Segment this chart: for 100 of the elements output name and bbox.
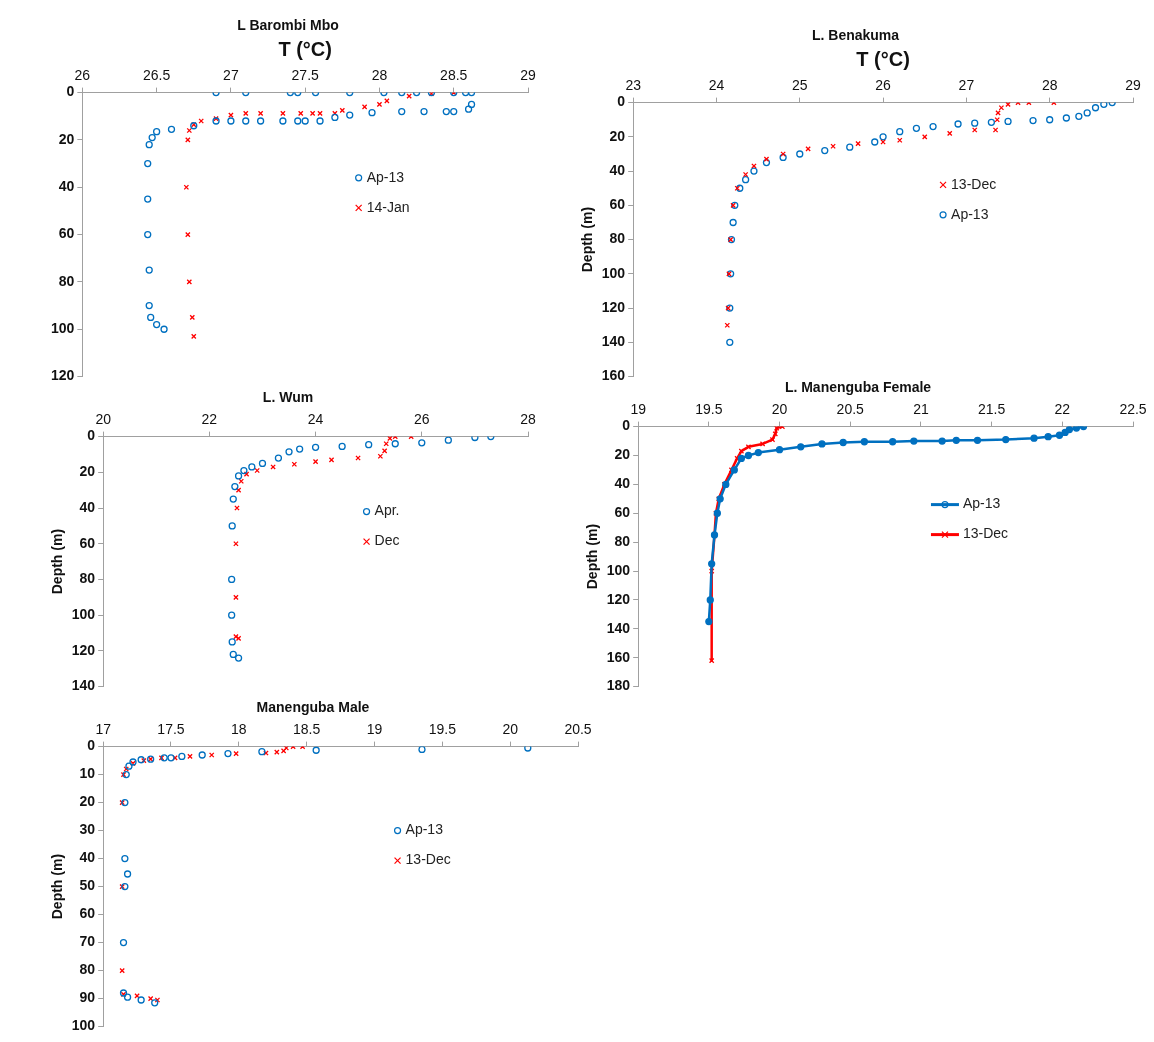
y-tick-label: 80 — [609, 230, 626, 247]
x-tick-label: 29 — [1125, 77, 1141, 94]
y-tick-label: 90 — [79, 989, 96, 1006]
x-tick-label: 18 — [231, 721, 247, 738]
x-tick-label: 20 — [771, 401, 788, 418]
chart-title: L. Manenguba Female — [784, 379, 932, 396]
x-tick-label: 29 — [520, 67, 536, 84]
y-tick-label: 60 — [58, 225, 75, 242]
x-tick-label: 24 — [708, 77, 725, 94]
x-tick-label: 25 — [791, 77, 808, 94]
y-tick-label: 40 — [58, 178, 75, 195]
legend-label: Ap-13 — [951, 205, 989, 222]
x-tick-label: 22 — [1054, 401, 1071, 418]
x-axis-title: T (°C) — [856, 48, 910, 71]
x-tick-label: 19 — [366, 721, 383, 738]
y-tick-label: 0 — [622, 417, 631, 434]
y-tick-label: 0 — [66, 83, 75, 100]
y-tick-label: 80 — [79, 570, 96, 587]
y-tick-label: 40 — [609, 161, 626, 178]
x-tick-label: 28 — [371, 67, 388, 84]
y-tick-label: 60 — [614, 504, 631, 521]
x-tick-label: 26 — [414, 411, 430, 428]
y-tick-label: 100 — [601, 264, 626, 281]
y-tick-label: 140 — [601, 333, 626, 350]
y-tick-label: 20 — [79, 793, 96, 810]
x-tick-label: 27.5 — [291, 67, 320, 84]
y-tick-label: 20 — [609, 127, 626, 144]
legend-label: 14-Jan — [366, 198, 410, 215]
y-tick-label: 0 — [87, 737, 96, 754]
x-tick-label: 19 — [630, 401, 647, 418]
y-tick-label: 0 — [87, 427, 96, 444]
x-tick-label: 23 — [625, 77, 642, 94]
y-tick-label: 20 — [58, 130, 75, 147]
chart-title: L. Wum — [262, 389, 314, 406]
y-tick-label: 20 — [614, 446, 631, 463]
x-tick-label: 20.5 — [564, 721, 592, 738]
y-tick-label: 40 — [79, 849, 96, 866]
x-tick-label: 17.5 — [157, 721, 185, 738]
legend-label: 13-Dec — [405, 851, 451, 868]
x-tick-label: 28.5 — [440, 67, 468, 84]
y-tick-label: 30 — [79, 821, 96, 838]
x-tick-label: 28 — [1041, 77, 1058, 94]
y-tick-label: 100 — [71, 606, 96, 623]
y-tick-label: 120 — [601, 298, 626, 315]
y-tick-label: 160 — [606, 648, 631, 665]
x-tick-label: 27 — [223, 67, 239, 84]
legend-label: Dec — [374, 532, 400, 549]
x-tick-label: 19.5 — [695, 401, 723, 418]
y-tick-label: 80 — [58, 272, 75, 289]
legend-label: Ap-13 — [962, 495, 1001, 512]
y-tick-label: 100 — [71, 1017, 96, 1034]
y-tick-label: 70 — [79, 933, 96, 950]
x-tick-label: 27 — [958, 77, 975, 94]
x-tick-label: 22 — [201, 411, 218, 428]
x-tick-label: 26.5 — [143, 67, 171, 84]
x-tick-label: 17 — [95, 721, 112, 738]
y-tick-label: 120 — [71, 641, 96, 658]
y-tick-label: 100 — [606, 561, 631, 578]
x-tick-label: 18.5 — [293, 721, 321, 738]
x-tick-label: 26 — [74, 67, 91, 84]
y-tick-label: 120 — [51, 367, 75, 384]
y-tick-label: 80 — [79, 961, 96, 978]
x-axis-title: T (°C) — [278, 38, 332, 61]
y-axis-title: Depth (m) — [584, 523, 601, 590]
y-tick-label: 60 — [79, 534, 96, 551]
y-tick-label: 100 — [51, 320, 75, 337]
y-tick-label: 10 — [79, 765, 96, 782]
legend-label: 13-Dec — [951, 175, 997, 192]
y-tick-label: 180 — [606, 677, 631, 694]
y-tick-label: 60 — [609, 196, 626, 213]
y-tick-label: 160 — [601, 367, 626, 384]
chart-title: Manenguba Male — [256, 699, 370, 716]
x-tick-label: 21.5 — [977, 401, 1006, 418]
y-axis-title: Depth (m) — [49, 853, 66, 920]
y-tick-label: 140 — [71, 677, 96, 694]
x-tick-label: 20 — [502, 721, 519, 738]
y-tick-label: 0 — [617, 93, 626, 110]
x-tick-label: 28 — [520, 411, 536, 428]
x-tick-label: 26 — [875, 77, 892, 94]
y-tick-label: 140 — [606, 619, 631, 636]
legend-label: Ap-13 — [405, 821, 444, 838]
chart-title: L Barombi Mbo — [237, 17, 339, 34]
y-tick-label: 60 — [79, 905, 96, 922]
legend-label: 13-Dec — [962, 525, 1009, 542]
chart-title: L. Benakuma — [811, 27, 900, 44]
legend-label: Ap-13 — [366, 168, 405, 185]
y-tick-label: 120 — [606, 590, 631, 607]
y-tick-label: 20 — [79, 463, 96, 480]
legend-label: Apr. — [374, 502, 400, 519]
x-tick-label: 21 — [913, 401, 929, 418]
x-tick-label: 24 — [307, 411, 324, 428]
y-axis-title: Depth (m) — [579, 206, 596, 273]
y-tick-label: 40 — [79, 498, 96, 515]
y-tick-label: 80 — [614, 533, 631, 550]
y-axis-title: Depth (m) — [49, 528, 66, 595]
x-tick-label: 19.5 — [428, 721, 457, 738]
y-tick-label: 40 — [614, 475, 631, 492]
y-tick-label: 50 — [79, 877, 96, 894]
x-tick-label: 20.5 — [836, 401, 865, 418]
x-tick-label: 22.5 — [1119, 401, 1147, 418]
